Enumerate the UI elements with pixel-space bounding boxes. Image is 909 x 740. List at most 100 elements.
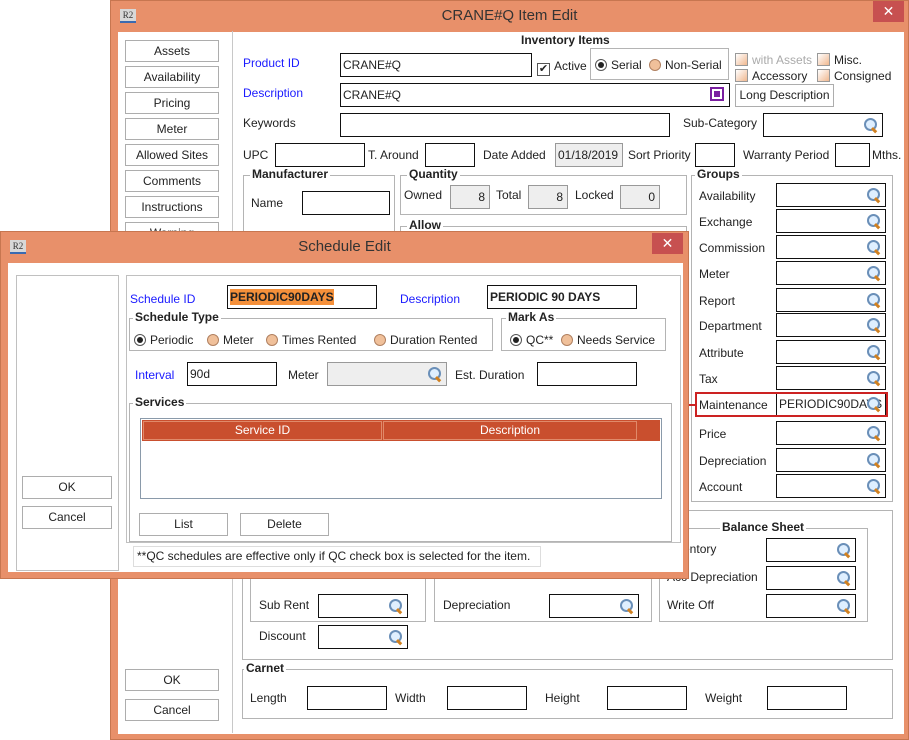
- group-input-attribute[interactable]: [776, 340, 886, 364]
- services-group: Services: [129, 395, 672, 542]
- search-icon[interactable]: [836, 598, 852, 614]
- product-id-input[interactable]: CRANE#Q: [340, 53, 532, 77]
- discount-input[interactable]: [318, 625, 408, 649]
- meter-input: [327, 362, 447, 386]
- write-off-input[interactable]: [766, 594, 856, 618]
- acc-depreciation-input[interactable]: [766, 566, 856, 590]
- schedule-type-radio-meter[interactable]: Meter: [207, 333, 254, 347]
- schedule-description-label: Description: [400, 292, 461, 306]
- nav-button-instructions[interactable]: Instructions: [125, 196, 219, 218]
- interval-input[interactable]: 90d: [187, 362, 277, 386]
- column-header-description[interactable]: Description: [383, 421, 637, 440]
- cancel-button[interactable]: Cancel: [125, 699, 219, 721]
- inventory-input[interactable]: [766, 538, 856, 562]
- search-icon[interactable]: [866, 452, 882, 468]
- schedule-id-input[interactable]: PERIODIC90DAYS: [227, 285, 377, 309]
- nav-button-pricing[interactable]: Pricing: [125, 92, 219, 114]
- accessory-checkbox[interactable]: Accessory: [735, 69, 807, 83]
- manufacturer-name-input[interactable]: [302, 191, 390, 215]
- search-icon[interactable]: [866, 239, 882, 255]
- balance-sheet-group: Balance Sheet: [659, 520, 868, 622]
- schedule-type-radio-times-rented[interactable]: Times Rented: [266, 333, 356, 347]
- t-around-input[interactable]: [425, 143, 475, 167]
- height-label: Height: [545, 691, 580, 705]
- ok-button[interactable]: OK: [125, 669, 219, 691]
- sub-rent-input[interactable]: [318, 594, 408, 618]
- long-description-button[interactable]: Long Description: [735, 84, 834, 107]
- nav-button-availability[interactable]: Availability: [125, 66, 219, 88]
- search-icon[interactable]: [866, 292, 882, 308]
- nav-button-allowed-sites[interactable]: Allowed Sites: [125, 144, 219, 166]
- nav-button-assets[interactable]: Assets: [125, 40, 219, 62]
- misc-checkbox[interactable]: Misc.: [817, 53, 862, 67]
- group-input-report[interactable]: [776, 288, 886, 312]
- group-input-tax[interactable]: [776, 366, 886, 390]
- nav-button-meter[interactable]: Meter: [125, 118, 219, 140]
- search-icon[interactable]: [866, 265, 882, 281]
- search-icon[interactable]: [866, 370, 882, 386]
- length-input[interactable]: [307, 686, 387, 710]
- group-input-meter[interactable]: [776, 261, 886, 285]
- search-icon[interactable]: [866, 396, 882, 412]
- group-label-commission: Commission: [699, 241, 766, 255]
- search-icon[interactable]: [866, 478, 882, 494]
- search-icon[interactable]: [866, 344, 882, 360]
- mark-as-group: Mark As: [501, 310, 666, 351]
- services-title: Services: [133, 395, 187, 409]
- height-input[interactable]: [607, 686, 687, 710]
- group-input-exchange[interactable]: [776, 209, 886, 233]
- with-assets-checkbox[interactable]: with Assets: [735, 53, 812, 67]
- width-input[interactable]: [447, 686, 527, 710]
- sort-priority-input[interactable]: [695, 143, 735, 167]
- search-icon[interactable]: [388, 598, 404, 614]
- nav-button-comments[interactable]: Comments: [125, 170, 219, 192]
- search-icon[interactable]: [866, 213, 882, 229]
- serial-radio[interactable]: Serial: [595, 58, 642, 72]
- column-header-service-id[interactable]: Service ID: [143, 421, 382, 440]
- search-icon[interactable]: [866, 187, 882, 203]
- schedule-type-radio-periodic[interactable]: Periodic: [134, 333, 193, 347]
- group-input-account[interactable]: [776, 474, 886, 498]
- weight-input[interactable]: [767, 686, 847, 710]
- group-input-depreciation[interactable]: [776, 448, 886, 472]
- keywords-input[interactable]: [340, 113, 670, 137]
- close-button[interactable]: ✕: [873, 1, 904, 22]
- depreciation-gl-input[interactable]: [549, 594, 639, 618]
- search-icon[interactable]: [619, 598, 635, 614]
- dialog-close-button[interactable]: ✕: [652, 233, 683, 254]
- sub-category-input[interactable]: [763, 113, 883, 137]
- group-input-availability[interactable]: [776, 183, 886, 207]
- mark-as-radio-needs-service[interactable]: Needs Service: [561, 333, 655, 347]
- active-checkbox[interactable]: ✔ Active: [537, 59, 587, 76]
- consigned-checkbox[interactable]: Consigned: [817, 69, 891, 83]
- group-input-commission[interactable]: [776, 235, 886, 259]
- schedule-type-radio-duration-rented[interactable]: Duration Rented: [374, 333, 477, 347]
- search-icon[interactable]: [866, 317, 882, 333]
- est-duration-input[interactable]: [537, 362, 637, 386]
- search-icon[interactable]: [836, 542, 852, 558]
- search-icon[interactable]: [866, 425, 882, 441]
- search-icon[interactable]: [836, 570, 852, 586]
- mark-as-radio-qc-[interactable]: QC**: [510, 333, 553, 347]
- dialog-ok-button[interactable]: OK: [22, 476, 112, 499]
- group-value-maintenance: PERIODIC90DAYS: [779, 397, 883, 411]
- expand-icon[interactable]: [710, 87, 724, 101]
- schedule-description-input[interactable]: PERIODIC 90 DAYS: [487, 285, 637, 309]
- group-input-maintenance[interactable]: PERIODIC90DAYS: [776, 392, 886, 416]
- search-icon[interactable]: [427, 366, 443, 382]
- warranty-period-input[interactable]: [835, 143, 870, 167]
- upc-input[interactable]: [275, 143, 365, 167]
- non-serial-radio[interactable]: Non-Serial: [649, 58, 722, 72]
- search-icon[interactable]: [388, 629, 404, 645]
- search-icon[interactable]: [863, 117, 879, 133]
- date-added-label: Date Added: [483, 148, 546, 162]
- group-input-price[interactable]: [776, 421, 886, 445]
- description-input[interactable]: CRANE#Q: [340, 83, 730, 107]
- delete-button[interactable]: Delete: [240, 513, 329, 536]
- group-input-department[interactable]: [776, 313, 886, 337]
- acc-depreciation-label: Acc Depreciation: [667, 570, 758, 584]
- radio-icon: [207, 334, 219, 346]
- list-button[interactable]: List: [139, 513, 228, 536]
- dialog-cancel-button[interactable]: Cancel: [22, 506, 112, 529]
- manufacturer-name-label: Name: [251, 196, 284, 210]
